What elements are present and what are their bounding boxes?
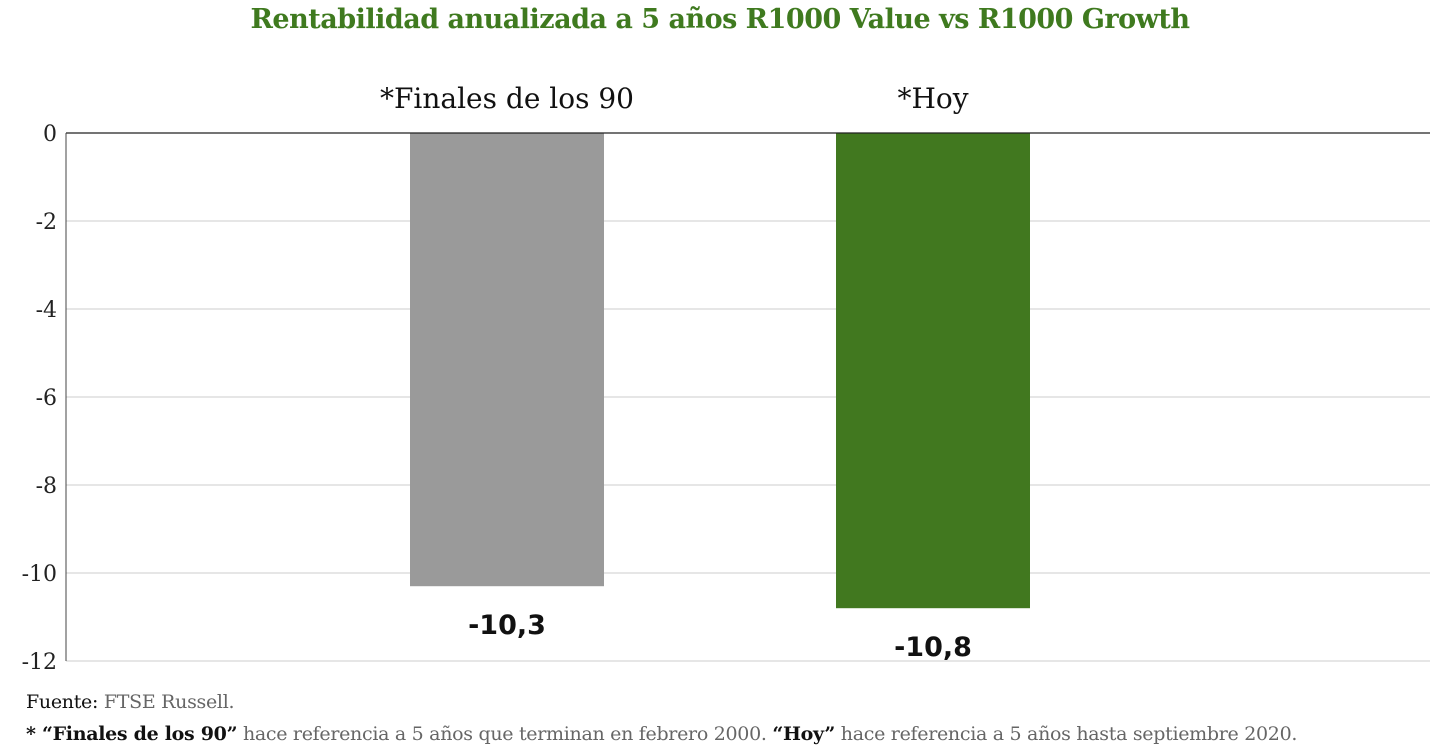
bar-chart: 0 -2 -4 -6 -8 -10 -12 -10,3 *Finales de los 90 -1… — [22, 82, 1430, 675]
category-label: *Finales de los 90 — [380, 82, 634, 115]
y-tick-label: -8 — [36, 474, 57, 499]
bar — [410, 133, 604, 587]
y-tick-label: -2 — [36, 210, 57, 235]
data-label: -10,8 — [894, 632, 972, 663]
note-line: * “Finales de los 90” hace referencia a … — [26, 718, 1297, 750]
note-term-2: “Hoy” — [772, 723, 836, 745]
y-tick-label: -6 — [36, 386, 57, 411]
note-term-1: “Finales de los 90” — [41, 723, 238, 745]
category-label: *Hoy — [897, 82, 968, 115]
source-label: Fuente: — [26, 691, 99, 713]
source-line: Fuente: FTSE Russell. — [26, 686, 1297, 718]
y-tick-label: -12 — [22, 650, 57, 675]
source-value: FTSE Russell. — [103, 691, 235, 713]
note-star: * — [26, 723, 42, 745]
y-tick-label: 0 — [43, 122, 57, 147]
note-text-2: hace referencia a 5 años hasta septiembr… — [835, 723, 1298, 745]
data-label: -10,3 — [468, 610, 546, 641]
chart-title: Rentabilidad anualizada a 5 años R1000 V… — [250, 4, 1190, 35]
y-tick-label: -10 — [22, 562, 57, 587]
y-tick-label: -4 — [36, 298, 57, 323]
chart-footer: Fuente: FTSE Russell. * “Finales de los … — [26, 686, 1297, 750]
bar — [836, 133, 1030, 609]
note-text-1: hace referencia a 5 años que terminan en… — [237, 723, 773, 745]
